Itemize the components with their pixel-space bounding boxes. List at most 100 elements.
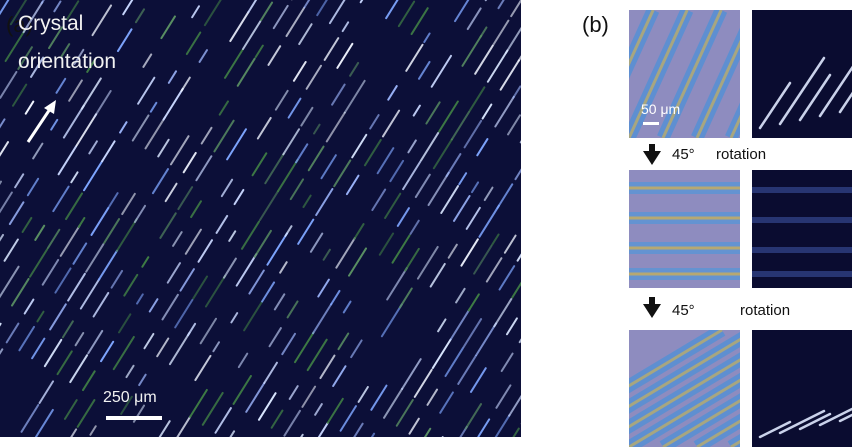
crystal-streak (277, 158, 299, 193)
crystal-streak (118, 313, 132, 334)
crystal-streak (353, 422, 364, 437)
crystal-streak (8, 201, 25, 226)
crystal-streak (370, 432, 376, 437)
crystal-streak (230, 312, 239, 324)
crystal-streak (70, 428, 78, 437)
crystal-streak (427, 171, 450, 207)
crystal-streak (148, 298, 159, 313)
crystal-streak (222, 257, 237, 279)
crystal-streak (778, 409, 826, 435)
crystal-streak (86, 59, 96, 73)
crystal-streak (151, 168, 170, 195)
crystal-streak (59, 224, 81, 257)
crystal-streak (191, 5, 200, 19)
crystal-streak (481, 103, 493, 120)
crystal-streak (184, 228, 202, 255)
crystal-streak (62, 104, 85, 139)
crystal-streak (0, 265, 20, 299)
crystal-streak (629, 358, 740, 429)
micrograph-b-middle-right (752, 170, 852, 288)
crystal-streak (517, 55, 521, 62)
crystal-streak (476, 138, 489, 157)
crystal-streak (339, 405, 357, 432)
crystal-streak (293, 331, 315, 364)
crystal-streak (47, 228, 61, 249)
crystal-streak (134, 8, 146, 24)
crystal-streak (410, 7, 429, 36)
crystal-streak (629, 337, 740, 408)
crystal-streak (491, 233, 500, 246)
crystal-streak (496, 183, 514, 209)
rotation-angle-1: 45° (672, 146, 695, 163)
crystal-streak (401, 358, 422, 390)
crystal-streak (447, 243, 458, 259)
crystal-streak (81, 370, 96, 392)
crystal-streak (121, 192, 136, 216)
crystal-streak (508, 394, 521, 417)
crystal-streak (3, 238, 19, 262)
crystal-streak (495, 384, 512, 409)
crystal-streak (83, 159, 104, 192)
crystal-streak (417, 60, 431, 80)
crystal-streak (449, 308, 471, 341)
crystal-streak (345, 174, 360, 196)
crystal-streak (162, 87, 184, 121)
crystal-streak (48, 26, 64, 50)
crystal-streak (323, 37, 340, 61)
rotation-arrow-1-icon (643, 151, 661, 165)
crystal-streak (445, 153, 462, 178)
crystal-streak (798, 73, 832, 122)
crystal-streak (160, 15, 176, 40)
rotation-text-2: rotation (740, 302, 791, 319)
crystal-streak (629, 330, 726, 394)
crystal-streak (74, 331, 85, 347)
crystal-streak (431, 338, 452, 370)
crystal-streak (474, 44, 494, 75)
crystal-streak (12, 83, 28, 107)
crystal-streak (167, 70, 178, 84)
crystal-streak (259, 190, 279, 221)
rotation-arrow-stem-1 (649, 144, 655, 152)
crystal-streak (0, 322, 2, 327)
crystal-streak (465, 206, 481, 230)
crystal-streak (172, 231, 183, 247)
crystal-streak (479, 26, 488, 39)
crystal-streak (61, 320, 74, 339)
crystal-streak (387, 85, 398, 101)
crystal-streak (36, 310, 45, 323)
crystal-streak (116, 28, 133, 53)
crystal-streak (337, 332, 350, 351)
crystal-streak (73, 48, 85, 65)
crystal-streak (85, 243, 105, 273)
crystal-streak (214, 407, 232, 434)
crystal-streak (177, 186, 194, 211)
crystal-streak (295, 143, 309, 164)
crystal-streak (386, 267, 408, 301)
crystal-streak (298, 23, 313, 46)
crystal-streak (240, 220, 261, 250)
crystal-streak (257, 392, 277, 421)
crystal-streak (505, 317, 518, 336)
crystal-streak (260, 1, 274, 22)
crystal-streak (77, 217, 86, 229)
crystal-streak (0, 233, 5, 242)
crystal-streak (369, 114, 380, 130)
crystal-streak (696, 419, 740, 447)
crystal-streak (497, 0, 505, 10)
crystal-streak (371, 188, 387, 212)
crystal-streak (695, 39, 740, 138)
crystal-streak (389, 159, 405, 183)
crystal-streak (343, 79, 366, 114)
crystal-streak (70, 171, 79, 184)
crystal-streak (144, 116, 166, 150)
crystal-streak (28, 248, 49, 278)
crystal-streak (220, 178, 234, 198)
crystal-streak (629, 10, 689, 138)
crystal-streak (133, 204, 147, 224)
crystal-streak (409, 219, 420, 235)
crystal-streak (483, 186, 494, 202)
crystal-streak (629, 378, 740, 447)
crystal-streak (430, 54, 453, 88)
crystal-streak (516, 253, 521, 262)
orientation-label: orientation (18, 50, 117, 73)
